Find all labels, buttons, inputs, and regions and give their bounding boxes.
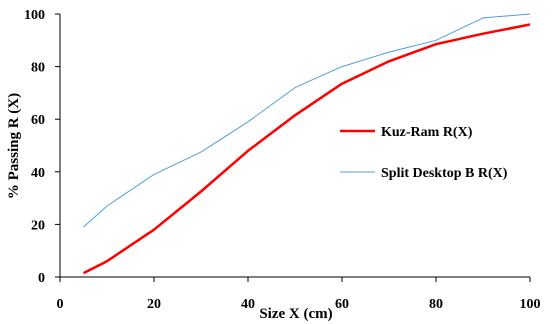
legend-label-kuz-ram: Kuz-Ram R(X): [381, 125, 473, 140]
x-tick-label: 100: [520, 297, 541, 312]
series-layer: [82, 13, 531, 275]
y-tick-label: 80: [31, 61, 45, 76]
x-tick-label: 80: [429, 297, 443, 312]
y-tick-label: 0: [38, 271, 45, 286]
legend-label-split-desktop: Split Desktop B R(X): [381, 166, 508, 181]
x-tick-label: 0: [57, 297, 64, 312]
legend: Kuz-Ram R(X) Split Desktop B R(X): [340, 125, 508, 181]
x-ticks: 0 20 40 60 80 100: [57, 277, 541, 312]
y-tick-label: 100: [24, 8, 45, 23]
y-tick-label: 20: [31, 218, 45, 233]
x-tick-label: 40: [241, 297, 255, 312]
y-axis-title: % Passing R (X): [6, 93, 22, 199]
x-axis-title: Size X (cm): [259, 306, 332, 322]
x-tick-label: 60: [335, 297, 349, 312]
series-line-split-desktop: [83, 13, 531, 228]
y-tick-label: 60: [31, 113, 45, 128]
series-line-kuz-ram: [82, 23, 531, 275]
axes: [59, 14, 530, 278]
x-tick-label: 20: [147, 297, 161, 312]
y-ticks: 0 20 40 60 80 100: [24, 8, 60, 286]
y-tick-label: 40: [31, 166, 45, 181]
